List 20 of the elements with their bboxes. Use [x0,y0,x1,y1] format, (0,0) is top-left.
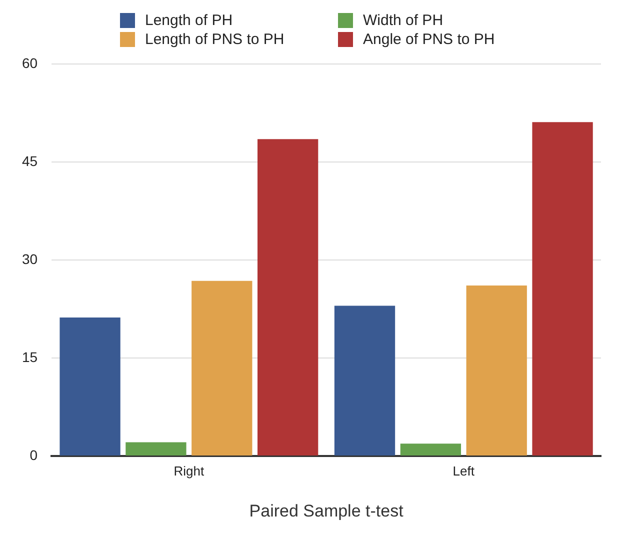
bar [532,122,593,456]
y-tick-label: 30 [22,250,38,267]
y-tick-label: 45 [22,152,38,169]
bar [400,444,462,456]
bar [60,317,120,456]
bar [126,442,186,456]
x-tick-label: Left [452,463,475,478]
legend-label: Length of PNS to PH [145,31,284,48]
bar [466,285,527,456]
y-tick-label: 15 [22,348,38,365]
x-tick-label: Right [174,463,204,478]
bar [192,280,252,456]
x-axis-title: Paired Sample t-test [249,501,404,520]
y-tick-label: 0 [30,446,38,463]
legend-label: Length of PH [145,12,233,29]
bar [334,306,396,456]
legend-label: Width of PH [363,12,444,29]
legend-label: Angle of PNS to PH [363,31,495,48]
y-tick-label: 60 [22,54,38,71]
bar [258,139,318,456]
